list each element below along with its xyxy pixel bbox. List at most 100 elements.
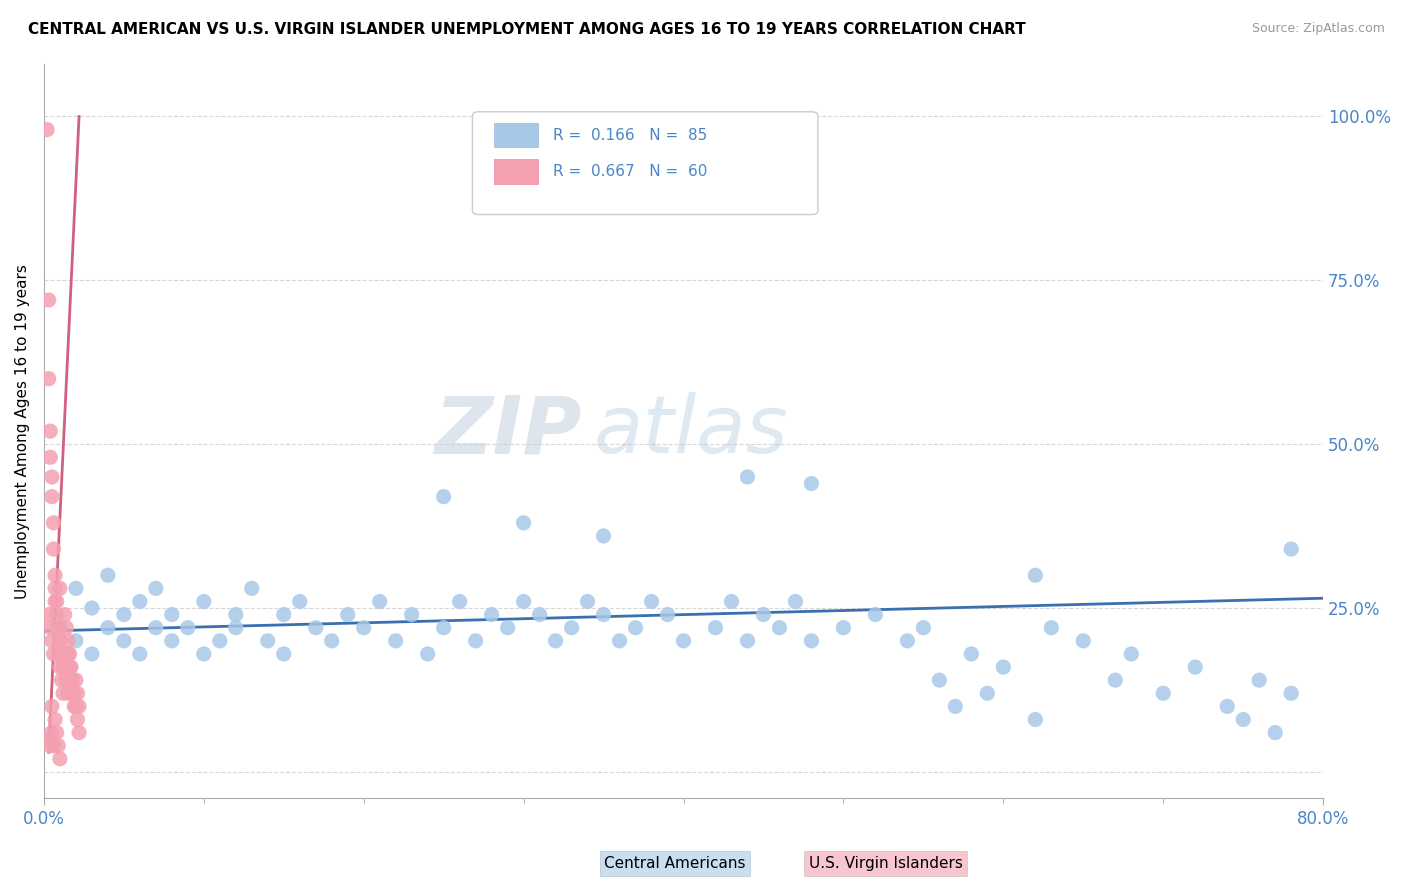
Point: [1024, 568, 1046, 582]
Point: [56, 633, 79, 648]
Point: [896, 633, 918, 648]
Point: [38, 607, 60, 622]
Bar: [494, 160, 538, 186]
Point: [433, 490, 456, 504]
Point: [97, 621, 120, 635]
Point: [39, 450, 62, 465]
Point: [512, 516, 534, 530]
Point: [449, 594, 471, 608]
Point: [35, 122, 58, 136]
Point: [1232, 713, 1254, 727]
Point: [52, 647, 75, 661]
Point: [737, 633, 759, 648]
Point: [41, 470, 63, 484]
Point: [1040, 621, 1063, 635]
Point: [273, 607, 295, 622]
Y-axis label: Unemployment Among Ages 16 to 19 years: Unemployment Among Ages 16 to 19 years: [15, 264, 30, 599]
Point: [42, 647, 65, 661]
Point: [60, 660, 83, 674]
Point: [66, 686, 89, 700]
Point: [49, 633, 72, 648]
Point: [657, 607, 679, 622]
Point: [544, 633, 567, 648]
Point: [56, 686, 79, 700]
Point: [960, 647, 983, 661]
Point: [800, 633, 823, 648]
Point: [1024, 713, 1046, 727]
Point: [46, 621, 69, 635]
Point: [1279, 542, 1302, 557]
Point: [49, 633, 72, 648]
Point: [55, 621, 77, 635]
Point: [273, 647, 295, 661]
Point: [52, 686, 75, 700]
Point: [704, 621, 727, 635]
Point: [44, 568, 66, 582]
Point: [976, 686, 998, 700]
Point: [416, 647, 439, 661]
Point: [928, 673, 950, 688]
Point: [720, 594, 742, 608]
Point: [1216, 699, 1239, 714]
Point: [67, 699, 90, 714]
Point: [80, 647, 103, 661]
Point: [609, 633, 631, 648]
Point: [41, 490, 63, 504]
Text: Source: ZipAtlas.com: Source: ZipAtlas.com: [1251, 22, 1385, 36]
Point: [208, 633, 231, 648]
Point: [353, 621, 375, 635]
Text: U.S. Virgin Islanders: U.S. Virgin Islanders: [808, 856, 963, 871]
Point: [62, 686, 84, 700]
Point: [256, 633, 278, 648]
Point: [80, 601, 103, 615]
Point: [63, 699, 86, 714]
Point: [42, 542, 65, 557]
Point: [993, 660, 1015, 674]
Point: [45, 621, 67, 635]
Point: [67, 725, 90, 739]
Point: [624, 621, 647, 635]
Text: R =  0.166   N =  85: R = 0.166 N = 85: [553, 128, 707, 143]
Point: [512, 594, 534, 608]
Point: [66, 713, 89, 727]
Point: [60, 673, 83, 688]
Point: [288, 594, 311, 608]
Point: [943, 699, 966, 714]
Point: [1104, 673, 1126, 688]
Point: [576, 594, 599, 608]
Point: [44, 582, 66, 596]
Point: [305, 621, 328, 635]
Point: [62, 673, 84, 688]
Point: [145, 621, 167, 635]
Point: [42, 739, 65, 753]
Point: [41, 725, 63, 739]
Point: [177, 621, 200, 635]
Point: [640, 594, 662, 608]
Point: [321, 633, 343, 648]
Point: [592, 607, 614, 622]
Point: [1249, 673, 1271, 688]
Text: Central Americans: Central Americans: [605, 856, 745, 871]
Point: [41, 699, 63, 714]
Point: [53, 660, 76, 674]
Point: [55, 673, 77, 688]
Point: [41, 633, 63, 648]
Point: [737, 470, 759, 484]
Point: [1264, 725, 1286, 739]
Point: [65, 582, 87, 596]
Point: [800, 476, 823, 491]
Point: [1121, 647, 1143, 661]
Point: [46, 647, 69, 661]
Point: [42, 516, 65, 530]
Point: [112, 633, 135, 648]
Point: [65, 673, 87, 688]
Point: [51, 647, 73, 661]
Point: [785, 594, 807, 608]
Point: [49, 660, 72, 674]
Point: [53, 607, 76, 622]
Point: [56, 647, 79, 661]
Point: [38, 732, 60, 747]
Bar: [494, 123, 538, 148]
Point: [592, 529, 614, 543]
Point: [912, 621, 935, 635]
